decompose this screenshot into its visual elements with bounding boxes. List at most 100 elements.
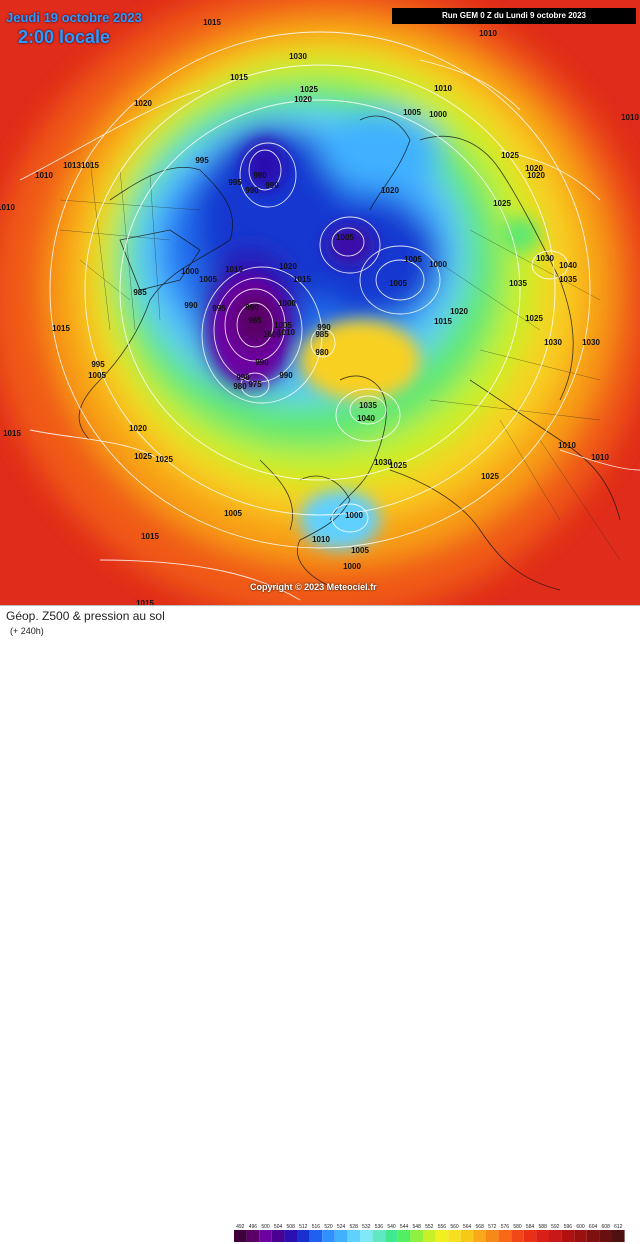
isobar-label: 1025 (134, 452, 152, 461)
isobar-label: 995 (212, 304, 226, 313)
legend-label: 580 (513, 1224, 522, 1230)
legend-label: 516 (312, 1224, 321, 1230)
isobar-label: 1015 (230, 73, 248, 82)
isobar-label: 995 (195, 156, 209, 165)
isobar-label: 990 (255, 358, 269, 367)
isobar-label: 1030 (374, 458, 392, 467)
isobar-label: 1020 (294, 95, 312, 104)
isobar-label: 1010 (35, 171, 53, 180)
legend-swatch (511, 1230, 524, 1242)
isobar-label: 1000 (345, 511, 363, 520)
isobar-label: 1010 (434, 84, 452, 93)
isobar-label: 1025 (525, 314, 543, 323)
isobar-label: 985 (315, 330, 329, 339)
legend-swatch (599, 1230, 612, 1242)
legend-label: 560 (450, 1224, 459, 1230)
isobar-label: 1005 (224, 509, 242, 518)
isobar-label: 1040 (357, 414, 375, 423)
isobar-label: 1025 (481, 472, 499, 481)
isobar-label: 1015 (293, 275, 311, 284)
isobar-label: 1030 (582, 338, 600, 347)
isobar-label: 1000 (429, 110, 447, 119)
legend-label: 568 (476, 1224, 485, 1230)
isobar-label: 1005 (88, 371, 106, 380)
isobar-label: 1020 (129, 424, 147, 433)
isobar-label: 1025 (389, 461, 407, 470)
legend-label: 596 (564, 1224, 573, 1230)
isobar-label: 1015 (203, 18, 221, 27)
isobar-label: 1020 (527, 171, 545, 180)
legend-label: 556 (438, 1224, 447, 1230)
isobar-label: 1005 (403, 108, 421, 117)
isobar-label: 1010 (312, 535, 330, 544)
isobar-label: 1015 (52, 324, 70, 333)
legend-swatch (498, 1230, 512, 1242)
legend-swatch (574, 1230, 587, 1242)
legend-label: 592 (551, 1224, 560, 1230)
legend-label: 540 (387, 1224, 396, 1230)
isobar-label: 990 (184, 301, 198, 310)
isobar-label: 1040 (559, 261, 577, 270)
legend-label: 512 (299, 1224, 308, 1230)
forecast-range: (+ 240h) (10, 626, 44, 636)
legend-label: 572 (488, 1224, 497, 1230)
legend-swatch (347, 1230, 360, 1242)
legend-swatch (259, 1230, 272, 1242)
legend-label: 604 (589, 1224, 598, 1230)
legend-label: 496 (249, 1224, 258, 1230)
isobar-label: 1000 (181, 267, 199, 276)
legend-label: 600 (576, 1224, 585, 1230)
legend-swatch (284, 1230, 297, 1242)
isobar-label: 985 (248, 316, 262, 325)
isobar-label: 1010 (621, 113, 639, 122)
legend-swatch (536, 1230, 549, 1242)
legend-swatch (372, 1230, 386, 1242)
isobar-label: 1015 (434, 317, 452, 326)
legend-swatch (473, 1230, 486, 1242)
isobar-label: 990 (317, 323, 331, 332)
map-title: Géop. Z500 & pression au sol (6, 609, 165, 623)
isobar-label: 1030 (536, 254, 554, 263)
legend-swatch (385, 1230, 398, 1242)
legend-label: 500 (261, 1224, 270, 1230)
legend-label: 528 (350, 1224, 359, 1230)
legend-swatch (586, 1230, 600, 1242)
isobar-label: 1020 (279, 262, 297, 271)
isobar-label: 1020 (134, 99, 152, 108)
footer: Géop. Z500 & pression au sol (+ 240h) 49… (0, 605, 640, 1242)
isobar-label: 1020 (450, 307, 468, 316)
legend-label: 584 (526, 1224, 535, 1230)
borders (59, 159, 621, 561)
legend-swatch (322, 1230, 335, 1242)
isobar-label: 1030 (544, 338, 562, 347)
legend-swatch (297, 1230, 310, 1242)
legend-label: 508 (287, 1224, 296, 1230)
isobar-label: 1035 (509, 279, 527, 288)
isobar-label: 990 (253, 171, 267, 180)
legend-swatch (334, 1230, 348, 1242)
isobar-label: 980 (233, 382, 247, 391)
isobar-label: 990 (265, 181, 279, 190)
isobar-label: 1000 (343, 562, 361, 571)
isobar-label: 1020 (381, 186, 399, 195)
isobar-label: 1013 (63, 161, 81, 170)
isobar-label: 980 (315, 348, 329, 357)
legend-label: 492 (236, 1224, 245, 1230)
legend-swatch (523, 1230, 537, 1242)
legend-label: 588 (539, 1224, 548, 1230)
isobar-label: 990 (236, 373, 250, 382)
isobar-label: 1005 (351, 546, 369, 555)
isobar-label: 1035 (359, 401, 377, 410)
isobar-label: 1025 (300, 85, 318, 94)
legend-swatch (612, 1230, 625, 1242)
legend-label: 548 (413, 1224, 422, 1230)
legend-swatch (549, 1230, 562, 1242)
legend-swatch (234, 1230, 247, 1242)
isobar-label: 1005 (404, 255, 422, 264)
isobar-label: 1025 (493, 199, 511, 208)
isobar-label: 990 (245, 303, 259, 312)
isobar-label: 1005 (199, 275, 217, 284)
isobar-label: 1035 (559, 275, 577, 284)
isobar-label: 1030 (289, 52, 307, 61)
